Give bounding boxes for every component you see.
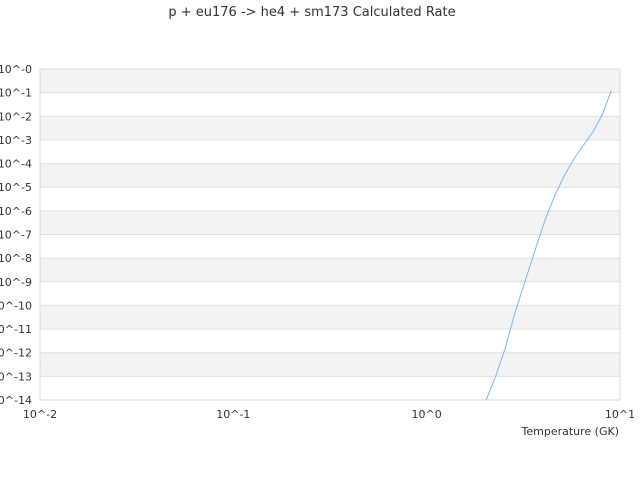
y-tick-label: 10^-4 [0,158,32,171]
y-tick-label: 10^-5 [0,181,32,194]
y-tick-label: 10^-3 [0,134,32,147]
plot-border [39,68,621,401]
chart-title: p + eu176 -> he4 + sm173 Calculated Rate [168,5,455,20]
y-tick-label: 10^-0 [0,63,32,76]
y-tick-label: 10^-2 [0,110,32,123]
grid-band [40,376,620,400]
x-tick-label: 10^1 [605,408,635,421]
y-tick-label: 10^-12 [0,347,32,360]
grid-band [40,305,620,330]
y-tick-label: 10^-9 [0,276,32,289]
x-axis-label: Temperature (GK) [521,425,620,438]
grid-band [40,329,620,353]
x-tick-label: 10^0 [412,408,442,421]
x-tick-label: 10^-2 [23,408,57,421]
grid-band [40,210,620,235]
grid-band [40,187,620,211]
grid-band [40,258,620,282]
grid-band [40,69,620,93]
y-tick-label: 10^-14 [0,394,32,407]
y-tick-label: 10^-6 [0,205,32,218]
series-line [485,90,612,401]
y-tick-label: 10^-13 [0,370,32,383]
x-tick-label: 10^-1 [216,408,250,421]
grid-band [40,281,620,306]
y-tick-label: 10^-8 [0,252,32,265]
y-tick-label: 10^-7 [0,229,32,242]
y-tick-label: 10^-10 [0,299,32,312]
y-tick-label: 10^-1 [0,87,32,100]
y-tick-label: 10^-11 [0,323,32,336]
grid-band [40,352,620,377]
grid-band [40,234,620,259]
grid-band [40,139,620,164]
grid-band [40,163,620,188]
grid-band [40,92,620,117]
grid-band [40,116,620,140]
